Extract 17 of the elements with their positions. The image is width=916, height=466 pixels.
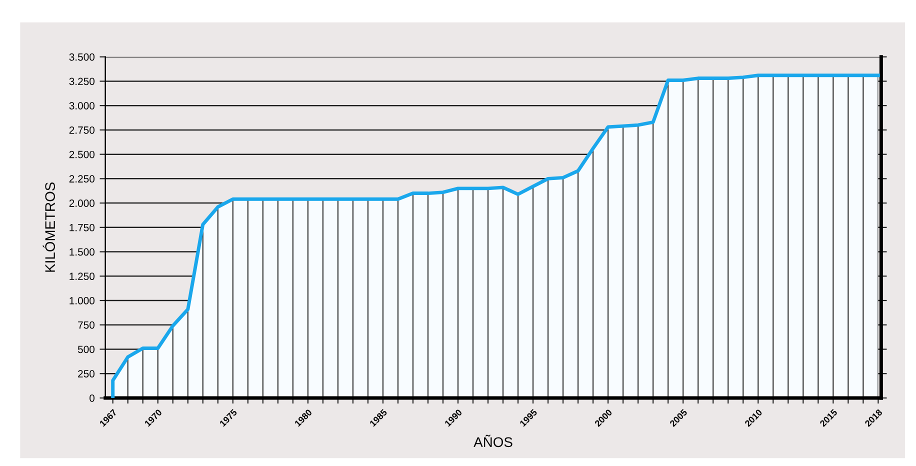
x-axis-title: AÑOS xyxy=(474,434,512,448)
y-tick-label: 2.500 xyxy=(69,150,95,158)
y-tick-label: 500 xyxy=(78,346,95,354)
y-tick-label: 3.250 xyxy=(69,78,95,86)
y-tick-label: 3.000 xyxy=(69,102,95,110)
y-tick-label: 1.500 xyxy=(70,248,95,256)
y-axis-title: KILÓMETROS xyxy=(42,182,56,272)
y-tick-label: 3.500 xyxy=(69,53,95,61)
y-tick-label: 1.000 xyxy=(70,297,95,304)
y-tick-label: 2.750 xyxy=(69,126,95,134)
y-tick-label: 2.000 xyxy=(69,200,95,207)
y-tick-label: 750 xyxy=(78,321,95,329)
y-tick-label: 1.750 xyxy=(70,224,95,232)
y-tick-label: 2.250 xyxy=(69,175,95,183)
y-tick-label: 250 xyxy=(78,370,95,378)
y-tick-label: 1.250 xyxy=(70,272,95,280)
y-tick-label: 0 xyxy=(90,394,95,402)
